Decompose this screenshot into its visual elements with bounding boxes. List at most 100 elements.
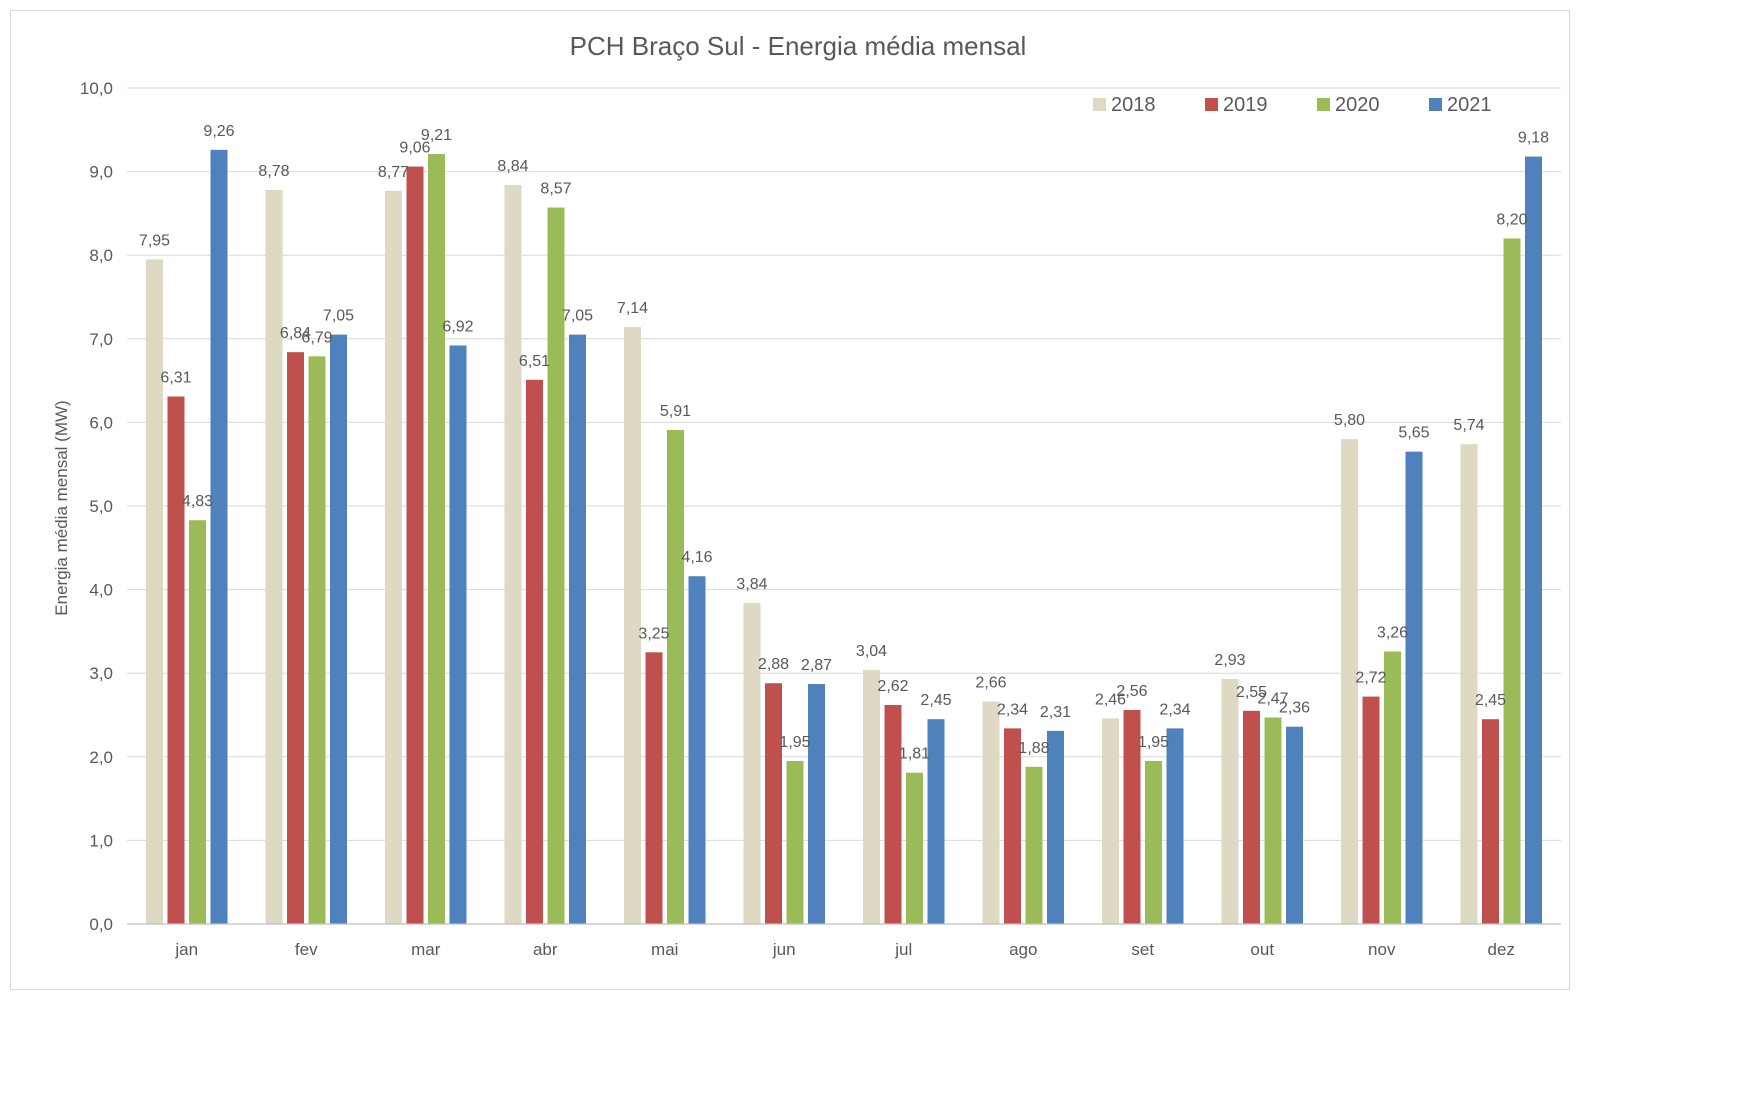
data-label: 9,18 xyxy=(1518,130,1549,147)
bar-2020-dez xyxy=(1503,238,1521,925)
data-label: 5,74 xyxy=(1453,417,1484,434)
bar-2018-jan xyxy=(146,259,163,924)
legend: 2018 2019 2020 2021 xyxy=(1093,94,1492,116)
bar-2020-ago xyxy=(1025,766,1043,924)
bar-2019-mar xyxy=(406,166,424,925)
data-label: 2,72 xyxy=(1355,670,1386,687)
bar-2019-abr xyxy=(526,379,543,924)
data-label: 8,77 xyxy=(378,164,409,181)
data-label: 3,84 xyxy=(736,576,767,593)
bar-2021-dez xyxy=(1525,156,1542,924)
data-label: 2,62 xyxy=(877,678,908,695)
bar-2020-nov xyxy=(1384,651,1401,924)
y-tick-label: 8,0 xyxy=(89,246,113,265)
bar-2019-ago xyxy=(1004,728,1021,924)
data-label: 2,66 xyxy=(975,675,1006,692)
data-label: 7,95 xyxy=(139,232,170,249)
y-tick-label: 3,0 xyxy=(89,664,113,683)
bar-2020-mar xyxy=(428,154,445,924)
data-label: 2,56 xyxy=(1116,683,1147,700)
data-label: 6,31 xyxy=(160,369,191,386)
data-label: 8,78 xyxy=(258,163,289,180)
data-label: 2,36 xyxy=(1279,700,1310,717)
bar-2018-out xyxy=(1221,679,1239,924)
bar-2018-mai xyxy=(624,327,641,924)
y-tick-label: 9,0 xyxy=(89,163,113,182)
data-label: 1,88 xyxy=(1018,740,1049,757)
y-tick-label: 1,0 xyxy=(89,831,113,850)
bar-2021-jun xyxy=(808,684,825,924)
y-axis-title: Energia média mensal (MW) xyxy=(52,400,71,615)
bar-2020-jan xyxy=(189,520,206,924)
x-category-label: mar xyxy=(411,940,441,959)
x-category-label: jul xyxy=(894,940,912,959)
bar-chart: PCH Braço Sul - Energia média mensal 0,0… xyxy=(52,31,1561,959)
data-label: 1,81 xyxy=(899,746,930,763)
data-label: 2,34 xyxy=(1159,701,1190,718)
x-category-label: nov xyxy=(1368,940,1396,959)
data-label: 9,21 xyxy=(421,127,452,144)
bar-2021-ago xyxy=(1047,730,1064,924)
bar-2020-jun xyxy=(786,760,804,924)
data-label: 2,93 xyxy=(1214,652,1245,669)
bar-2019-jun xyxy=(765,683,782,924)
bar-2021-mai xyxy=(688,576,706,924)
data-label: 6,51 xyxy=(519,353,550,370)
bar-2019-out xyxy=(1243,710,1260,924)
legend-label-2020: 2020 xyxy=(1335,94,1380,116)
legend-label-2019: 2019 xyxy=(1223,94,1268,116)
data-label: 2,45 xyxy=(920,692,951,709)
x-category-label: dez xyxy=(1488,940,1515,959)
bar-2019-dez xyxy=(1482,719,1499,924)
data-label: 2,55 xyxy=(1236,684,1267,701)
bar-2019-set xyxy=(1123,709,1141,924)
bar-2018-jun xyxy=(743,602,761,924)
bar-2019-fev xyxy=(287,352,304,924)
y-tick-label: 10,0 xyxy=(80,79,113,98)
bar-2020-jul xyxy=(906,772,923,924)
x-category-label: mai xyxy=(651,940,678,959)
x-category-label: jan xyxy=(174,940,198,959)
chart-title: PCH Braço Sul - Energia média mensal xyxy=(570,31,1027,61)
y-tick-label: 5,0 xyxy=(89,497,113,516)
y-tick-label: 4,0 xyxy=(89,581,113,600)
y-tick-label: 0,0 xyxy=(89,915,113,934)
x-category-label: out xyxy=(1250,940,1274,959)
data-label: 3,26 xyxy=(1377,624,1408,641)
bar-2018-jul xyxy=(863,669,880,924)
data-label: 7,05 xyxy=(562,308,593,325)
data-label: 2,87 xyxy=(801,657,832,674)
x-axis-categories: jan fev mar abr mai jun jul ago set out nov dez xyxy=(174,940,1515,959)
data-label: 8,57 xyxy=(540,181,571,198)
bar-2018-ago xyxy=(982,701,1000,924)
x-category-label: ago xyxy=(1009,940,1037,959)
bar-2019-mai xyxy=(645,652,663,924)
data-label: 7,14 xyxy=(617,300,648,317)
data-label: 3,25 xyxy=(638,625,669,642)
bar-2021-fev xyxy=(330,334,347,924)
data-label: 2,46 xyxy=(1095,691,1126,708)
bar-2021-set xyxy=(1166,728,1184,924)
bar-2020-fev xyxy=(308,356,326,925)
legend-swatch-2018 xyxy=(1093,98,1106,111)
bar-2018-fev xyxy=(265,189,283,924)
bar-2021-nov xyxy=(1405,451,1423,924)
data-label: 1,95 xyxy=(1138,734,1169,751)
data-label: 6,84 xyxy=(280,325,311,342)
data-label: 3,04 xyxy=(856,643,887,660)
bar-2021-out xyxy=(1286,726,1303,924)
legend-label-2021: 2021 xyxy=(1447,94,1492,116)
data-label: 4,16 xyxy=(681,549,712,566)
data-label: 6,79 xyxy=(301,329,332,346)
legend-swatch-2020 xyxy=(1317,98,1330,111)
bar-2018-set xyxy=(1102,718,1119,924)
gridlines xyxy=(127,87,1561,841)
y-tick-label: 6,0 xyxy=(89,413,113,432)
data-label: 8,20 xyxy=(1496,211,1527,228)
data-label: 5,91 xyxy=(660,403,691,420)
y-axis-ticks: 0,0 1,0 2,0 3,0 4,0 5,0 6,0 7,0 8,0 9,0 10,0 xyxy=(80,79,113,934)
legend-swatch-2019 xyxy=(1205,98,1218,111)
legend-label-2018: 2018 xyxy=(1111,94,1156,116)
bar-2021-jul xyxy=(927,719,945,924)
data-labels: 7,95 6,31 4,83 9,26 8,78 6,846,79 7,05 8,77 9,06… xyxy=(139,123,1549,763)
